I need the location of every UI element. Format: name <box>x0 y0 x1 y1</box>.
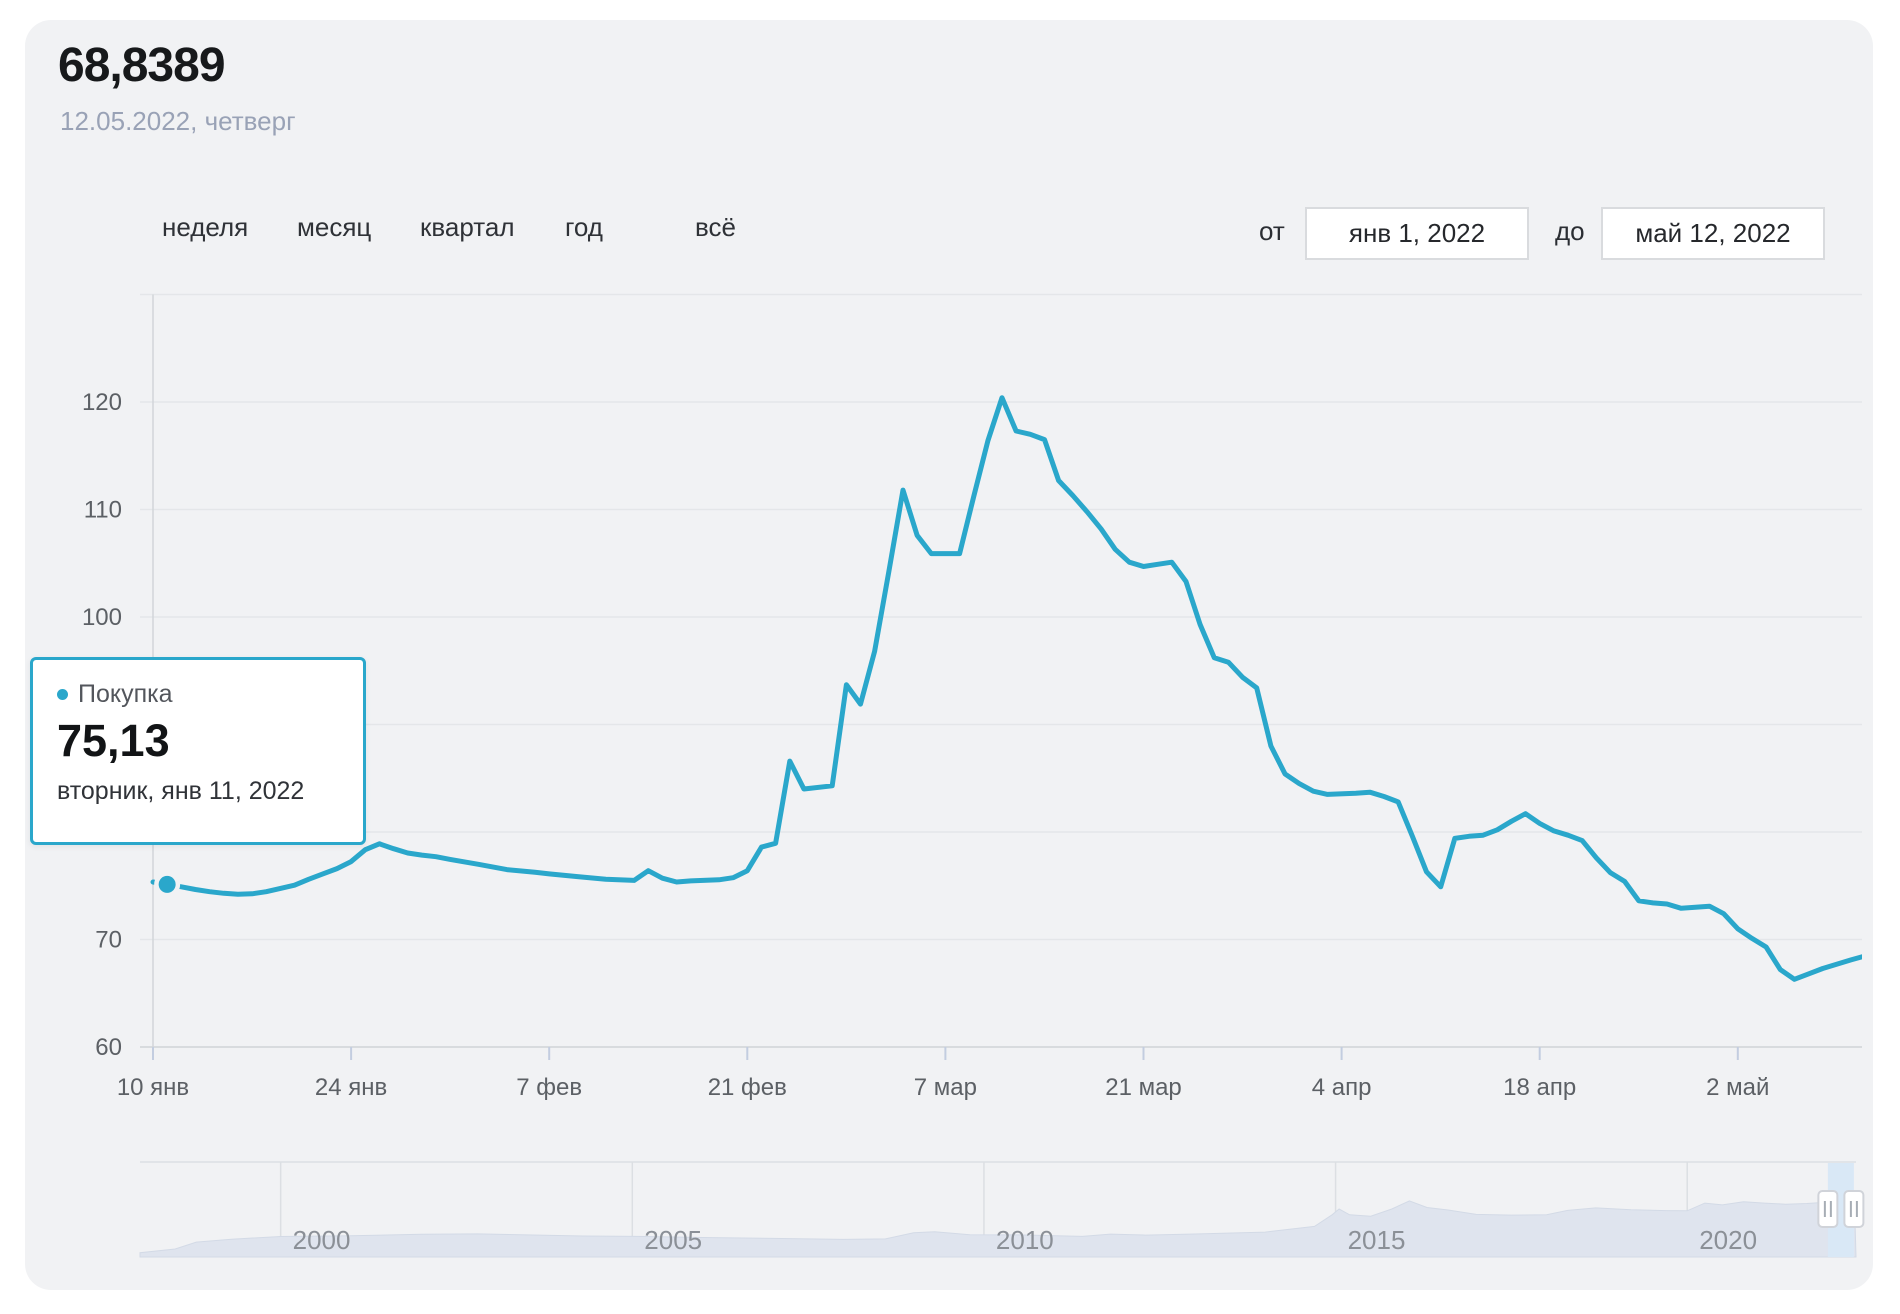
x-tick-label: 7 мар <box>914 1074 977 1101</box>
x-tick-label: 2 май <box>1706 1074 1769 1101</box>
navigator-year-label-2000: 2000 <box>293 1225 351 1255</box>
series-bullet-icon <box>57 689 68 700</box>
tooltip-value: 75,13 <box>57 715 170 766</box>
range-to-label: до <box>1555 216 1585 246</box>
period-month[interactable]: месяц <box>297 212 372 242</box>
x-tick-label: 21 фев <box>708 1074 787 1101</box>
y-tick-label-110: 110 <box>84 497 122 524</box>
y-tick-label-100: 100 <box>82 604 122 631</box>
navigator-history-area <box>139 1169 1857 1258</box>
y-tick-label-70: 70 <box>95 927 122 954</box>
range-from-label: от <box>1259 216 1285 246</box>
rate-line-series <box>150 395 1862 982</box>
y-tick-label-120: 120 <box>82 389 122 416</box>
x-tick-label: 7 фев <box>516 1074 582 1101</box>
tooltip-series-label: Покупка <box>78 680 173 708</box>
range-from-input[interactable]: янв 1, 2022 <box>1305 207 1529 260</box>
navigator-year-label-2005: 2005 <box>644 1225 702 1255</box>
x-tick-label: 24 янв <box>315 1074 387 1101</box>
navigator-handle-left[interactable] <box>1817 1190 1839 1228</box>
range-to-input[interactable]: май 12, 2022 <box>1601 207 1825 260</box>
tooltip-date: вторник, янв 11, 2022 <box>57 777 305 805</box>
y-tick-label-60: 60 <box>95 1034 122 1061</box>
marked-point-dot[interactable] <box>158 875 176 893</box>
navigator-handle-right[interactable] <box>1843 1190 1865 1228</box>
period-quarter[interactable]: квартал <box>420 212 515 242</box>
x-tick-label: 21 мар <box>1105 1074 1182 1101</box>
chart-tooltip: Покупка 75,13 вторник, янв 11, 2022 <box>30 657 366 845</box>
period-week[interactable]: неделя <box>162 212 249 242</box>
navigator-year-label-2015: 2015 <box>1348 1225 1406 1255</box>
x-tick-label: 18 апр <box>1503 1074 1576 1101</box>
x-tick-label: 10 янв <box>117 1074 189 1101</box>
widget-panel <box>25 20 1873 1290</box>
x-tick-label: 4 апр <box>1312 1074 1372 1101</box>
navigator-year-label-2010: 2010 <box>996 1225 1054 1255</box>
navigator-year-label-2020: 2020 <box>1699 1225 1757 1255</box>
current-rate-value: 68,8389 <box>58 39 226 92</box>
period-year[interactable]: год <box>565 212 603 242</box>
period-all[interactable]: всё <box>695 212 736 242</box>
current-rate-date: 12.05.2022, четверг <box>60 106 296 136</box>
